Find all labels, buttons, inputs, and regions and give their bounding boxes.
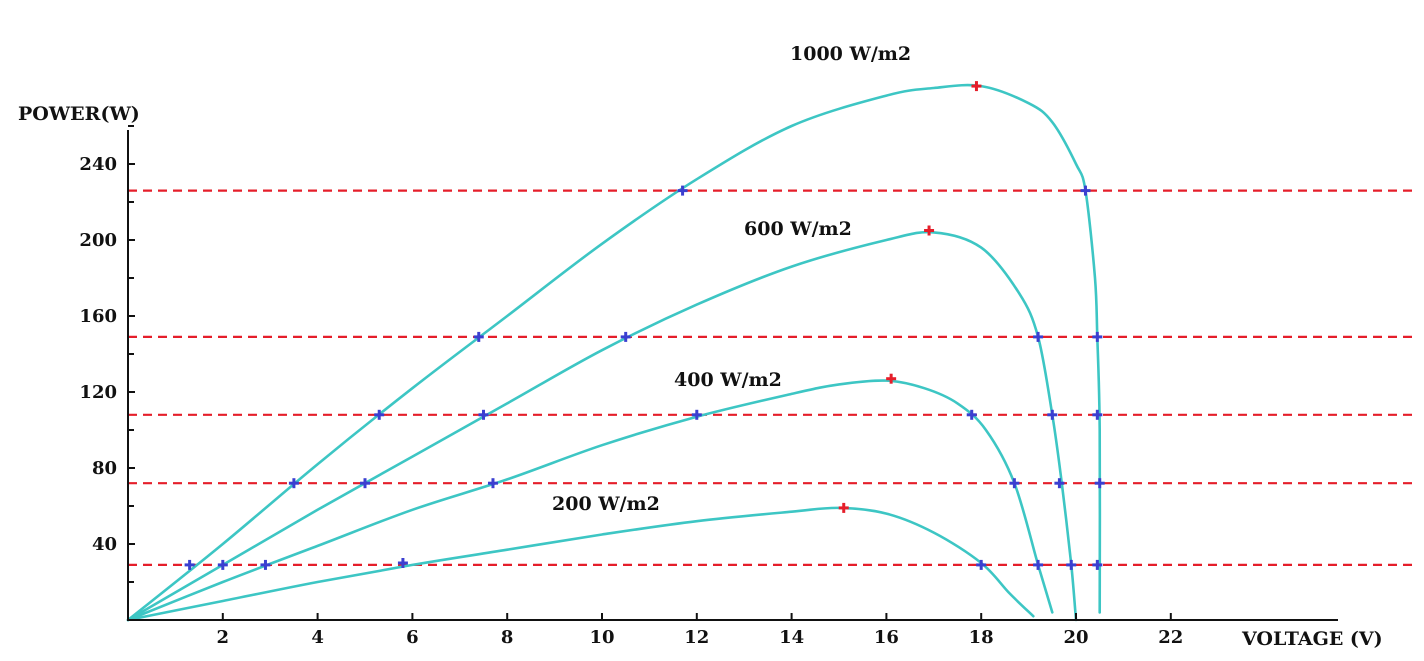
curve-label-200: 200 W/m2 [552, 493, 660, 515]
x-tick-label: 14 [779, 627, 804, 648]
power-curve [126, 83, 1102, 622]
mpp-marker [924, 225, 935, 236]
curve-marker [217, 559, 228, 570]
curve-marker [260, 559, 271, 570]
x-tick-label: 4 [311, 627, 324, 648]
curve-marker [620, 331, 631, 342]
x-tick-label: 2 [217, 627, 230, 648]
x-tick-label: 22 [1158, 627, 1183, 648]
curve-marker [1092, 331, 1103, 342]
x-tick-label: 10 [589, 627, 614, 648]
reference-lines [128, 189, 1412, 567]
curve-marker [1066, 559, 1077, 570]
x-axis-title: VOLTAGE (V) [1241, 628, 1383, 650]
curve-marker [374, 409, 385, 420]
curve-label-600: 600 W/m2 [744, 218, 852, 240]
y-tick-label: 40 [92, 534, 117, 555]
x-tick-label: 12 [684, 627, 709, 648]
curve-label-400: 400 W/m2 [674, 369, 782, 391]
mpp-marker [971, 81, 982, 92]
curve-marker [1054, 478, 1065, 489]
y-axis-title: POWER(W) [18, 103, 140, 125]
curve-marker [473, 331, 484, 342]
power-curve [126, 506, 1035, 622]
power-curve [126, 230, 1078, 622]
curve-marker [360, 478, 370, 489]
x-tick-label: 20 [1063, 627, 1088, 648]
mpp-marker [886, 373, 897, 384]
curve-marker [184, 559, 195, 570]
mpp-marker [838, 502, 849, 513]
curve-marker [1092, 559, 1103, 570]
curve-marker [966, 409, 977, 420]
y-tick-label: 200 [79, 230, 117, 251]
x-tick-label: 18 [969, 627, 994, 648]
power-curves [126, 83, 1102, 622]
curve-marker [1033, 331, 1044, 342]
y-tick-label: 160 [79, 306, 117, 327]
curve-marker [677, 185, 688, 196]
curve-marker [1047, 409, 1058, 420]
x-tick-label: 8 [501, 627, 514, 648]
curve-markers [184, 81, 1105, 570]
curve-marker [288, 478, 299, 489]
curve-marker [1033, 559, 1044, 570]
curve-label-1000: 1000 W/m2 [790, 43, 911, 65]
curve-marker [691, 409, 702, 420]
curve-marker [1094, 478, 1105, 489]
y-tick-label: 80 [92, 458, 117, 479]
y-tick-label: 120 [79, 382, 117, 403]
power-curve [126, 379, 1054, 622]
curve-marker [487, 478, 498, 489]
x-tick-label: 16 [874, 627, 899, 648]
curve-marker [397, 558, 408, 568]
axes [127, 130, 1338, 621]
curve-marker [1092, 409, 1103, 420]
axis-ticks: 2 4 6 8 10 12 14 16 18 20 22 40 80 120 160 200 240 [79, 125, 1183, 648]
curve-marker [976, 559, 987, 570]
curve-marker [1009, 478, 1020, 489]
x-tick-label: 6 [406, 627, 419, 648]
curve-marker [1080, 185, 1091, 196]
curve-marker [478, 409, 489, 420]
y-tick-label: 240 [79, 154, 117, 175]
